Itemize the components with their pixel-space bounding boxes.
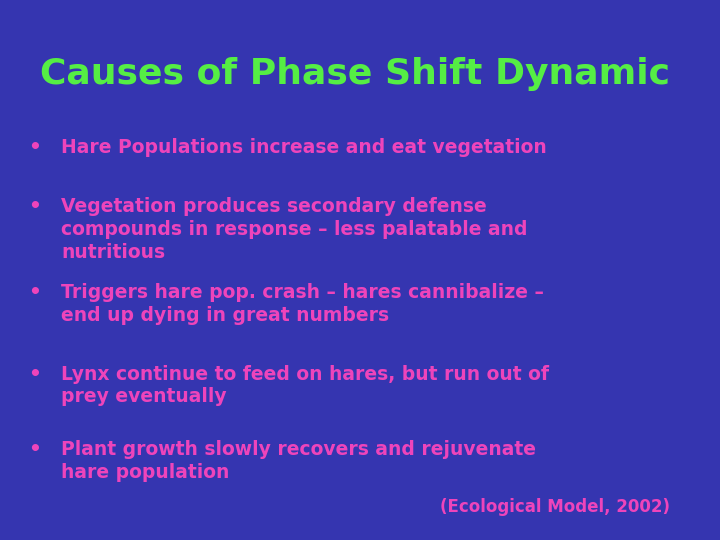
Text: Plant growth slowly recovers and rejuvenate
hare population: Plant growth slowly recovers and rejuven… <box>61 440 536 482</box>
Text: Hare Populations increase and eat vegetation: Hare Populations increase and eat vegeta… <box>61 138 547 157</box>
Text: •: • <box>28 440 41 459</box>
Text: Causes of Phase Shift Dynamic: Causes of Phase Shift Dynamic <box>40 57 670 91</box>
Text: •: • <box>28 197 41 216</box>
Text: Triggers hare pop. crash – hares cannibalize –
end up dying in great numbers: Triggers hare pop. crash – hares canniba… <box>61 284 544 325</box>
Text: Vegetation produces secondary defense
compounds in response – less palatable and: Vegetation produces secondary defense co… <box>61 197 528 261</box>
Text: •: • <box>28 284 41 302</box>
Text: Lynx continue to feed on hares, but run out of
prey eventually: Lynx continue to feed on hares, but run … <box>61 364 549 406</box>
Text: •: • <box>28 364 41 383</box>
Text: (Ecological Model, 2002): (Ecological Model, 2002) <box>440 498 670 516</box>
Text: •: • <box>28 138 41 157</box>
